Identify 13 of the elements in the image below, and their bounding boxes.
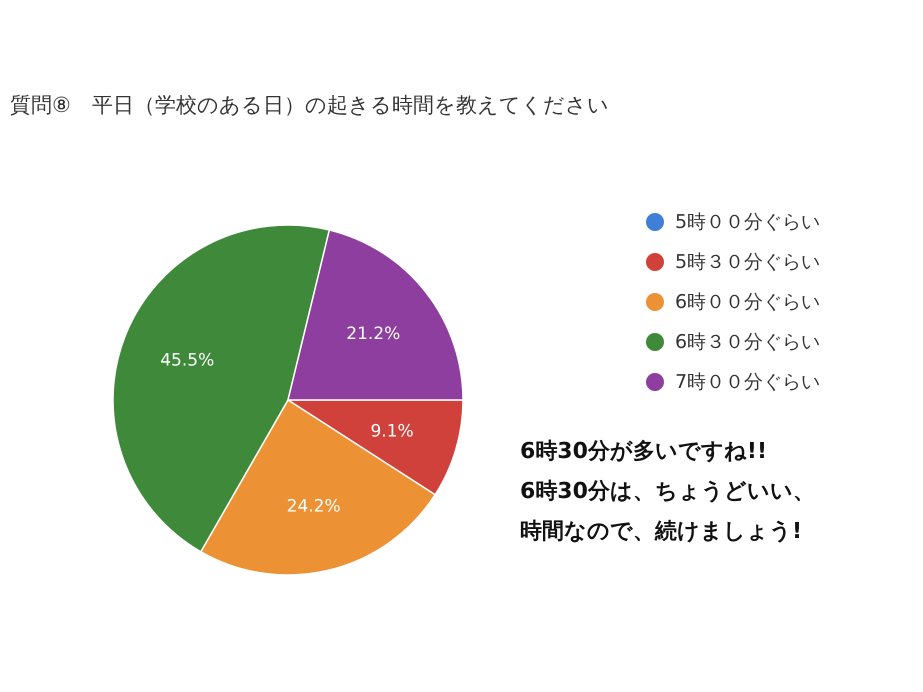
chart-title: 質問⑧ 平日（学校のある日）の起きる時間を教えてください	[10, 93, 609, 117]
text: 6時30分が多いですね!!	[520, 439, 767, 464]
data-label: 24.2%	[286, 496, 341, 516]
data-label: 21.2%	[346, 324, 400, 344]
legend-label: 5時００分ぐらい	[675, 211, 820, 233]
legend-label: 6時３０分ぐらい	[675, 331, 820, 353]
text: 時間なので、続けましょう!	[520, 519, 802, 544]
data-label: 9.1%	[370, 422, 414, 442]
legend-label: 7時００分ぐらい	[675, 371, 820, 393]
legend-label: 6時００分ぐらい	[675, 291, 820, 313]
text: 6時30分は、ちょうどいい、	[520, 479, 815, 504]
data-label: 45.5%	[160, 350, 214, 371]
legend-label: 5時３０分ぐらい	[675, 251, 820, 273]
